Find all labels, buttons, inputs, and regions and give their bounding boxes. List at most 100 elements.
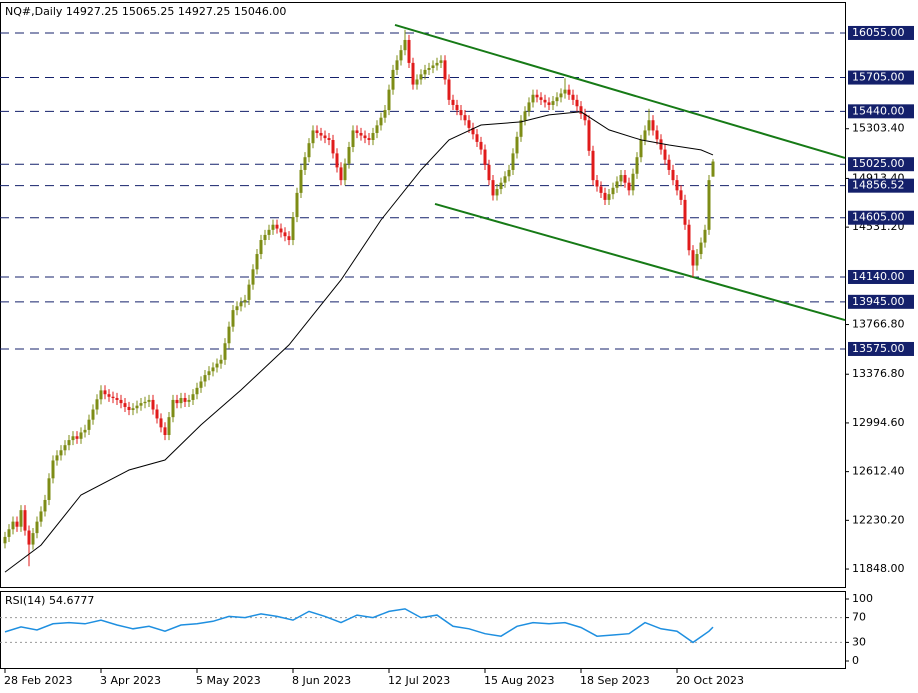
candle-body [707,180,711,230]
candle-body [203,375,207,382]
candle-body [443,60,447,80]
candle-body [571,94,575,100]
candle-body [183,398,187,402]
candle-body [363,135,367,139]
level-label: 16055.00 [852,26,905,39]
candle-body [511,153,515,170]
y-tick-label: 0 [852,654,859,667]
candle-body [519,120,523,137]
candle-body [51,460,55,479]
candle-body [95,399,99,410]
candle-body [135,405,139,409]
x-tick-label: 5 May 2023 [196,674,261,687]
y-tick-label: 15303.40 [852,122,905,135]
candle-body [423,69,427,75]
candle-body [603,192,607,200]
level-label: 13575.00 [852,342,905,355]
candle-body [15,521,19,527]
candle-body [491,180,495,196]
candle-body [663,149,667,160]
candle-body [167,417,171,435]
candle-body [63,445,67,451]
candle-body [27,530,31,545]
candle-body [163,427,167,435]
level-label-box [848,341,914,356]
level-label: 14605.00 [852,211,905,224]
candle-body [487,164,491,181]
trendline [434,203,846,322]
candle-body [527,102,531,112]
y-tick-label: 30 [852,635,866,648]
candle-body [75,436,79,439]
candle-body [71,436,75,441]
candle-body [367,138,371,140]
candle-body [695,254,699,266]
candle-body [643,130,647,140]
candle-body [671,169,675,181]
candle-body [255,254,259,270]
candle-body [211,367,215,372]
candle-body [271,224,275,230]
candle-body [387,89,391,111]
candle-body [171,399,175,418]
x-tick-label: 15 Aug 2023 [484,674,554,687]
candle-body [439,60,443,63]
candle-body [175,399,179,404]
candle-body [199,381,203,388]
candle-body [587,120,591,151]
candle-body [263,234,267,241]
candle-body [615,181,619,188]
candle-body [87,419,91,430]
y-tick-label: 12230.20 [852,513,905,526]
candle-body [127,406,131,411]
candle-body [659,139,663,150]
candle-body [111,396,115,399]
candle-body [703,229,707,243]
candle-body [11,521,15,530]
candle-body [307,143,311,158]
candle-body [347,147,351,164]
candle-body [539,97,543,100]
candle-body [231,310,235,327]
level-label-box [848,210,914,225]
candle-body [555,97,559,102]
candle-body [431,65,435,69]
candle-body [39,511,43,522]
candle-body [531,94,535,103]
candle-body [459,110,463,116]
candle-body [507,169,511,177]
trendline [394,23,846,159]
candle-body [219,359,223,364]
candle-body [655,130,659,140]
candle-body [639,139,643,158]
candle-body [499,182,503,190]
candle-body [279,228,283,233]
candle-body [223,343,227,360]
candle-body [187,399,191,402]
candle-body [515,136,519,154]
level-label: 13945.00 [852,295,905,308]
candle-body [251,269,255,285]
candle-body [419,74,423,80]
candle-body [103,390,107,395]
candle-body [143,401,147,404]
candle-body [523,111,527,121]
candle-body [567,89,571,95]
level-label-box [848,70,914,85]
rsi-line [4,608,714,644]
candle-body [687,224,691,251]
candle-body [91,409,95,420]
chart-title: NQ#,Daily 14927.25 15065.25 14927.25 150… [5,5,286,18]
candle-body [151,399,155,410]
level-label: 14856.52 [852,179,905,192]
candle-body [7,529,11,537]
candle-body [19,510,23,527]
candle-body [403,39,407,51]
x-tick-label: 12 Jul 2023 [388,674,450,687]
candle-body [579,106,583,114]
candle-body [635,157,639,174]
candle-body [591,150,595,181]
moving-average [4,111,714,573]
level-label: 15025.00 [852,157,905,170]
